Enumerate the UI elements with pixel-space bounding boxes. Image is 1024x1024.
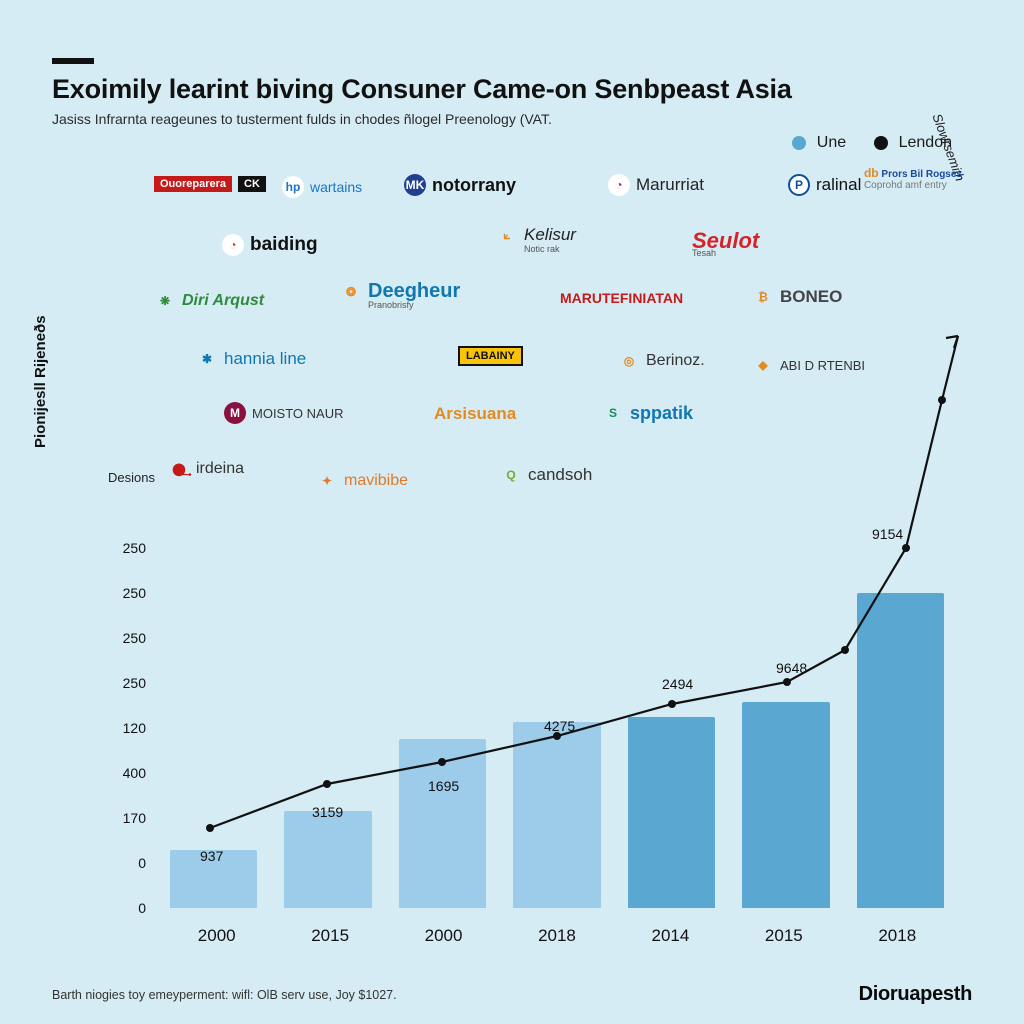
y-axis-label: Pionijesll Rijeneðs (32, 315, 49, 448)
legend-dot-une (792, 136, 806, 150)
y-tick: 170 (96, 810, 146, 826)
logo-icon: P (788, 174, 810, 196)
y-tick: 400 (96, 765, 146, 781)
infographic-page: Exoimily learint biving Consuner Came-on… (0, 0, 1024, 1024)
x-axis: 2000201520002018201420152018 (152, 926, 962, 946)
logo-text: baiding (250, 234, 318, 256)
logo-text: notorrany (432, 175, 516, 196)
y-axis-sublabel: Desions (108, 470, 155, 485)
y-tick: 250 (96, 630, 146, 646)
footer-note: Barth niogies toy emeyperment: wifl: OlB… (52, 988, 397, 1002)
logo-text: ralinal (816, 175, 861, 195)
brand-logo: MK notorrany (404, 174, 516, 196)
mini-logo-line2: Coprohd amf entry (864, 180, 947, 191)
logo-subtext: Notic rak (524, 244, 560, 254)
chart-area: Pionijesll Rijeneðs Desions OuorepareraC… (52, 168, 972, 964)
x-tick: 2018 (500, 926, 613, 946)
legend-dot-lendon (874, 136, 888, 150)
brand-logo: Pralinal (788, 174, 861, 196)
logo-icon: ◔ (608, 174, 630, 196)
page-subtitle: Jasiss Infrarnta reageunes to tusterment… (52, 111, 972, 127)
brand-logo: Ouoreparera CK (154, 176, 266, 192)
logo-badge-sub: CK (238, 176, 266, 192)
x-tick: 2000 (160, 926, 273, 946)
x-tick: 2015 (727, 926, 840, 946)
title-accent-bar (52, 58, 94, 64)
y-tick: 0 (96, 855, 146, 871)
y-tick: 250 (96, 675, 146, 691)
data-point-label: 937 (200, 848, 223, 864)
brand-logo: ◔ baiding (222, 234, 318, 256)
logo-subtext: Tesah (692, 248, 716, 258)
y-axis-ticks: 25025025025012040017000 (96, 548, 146, 908)
data-point-label: 3159 (312, 804, 343, 820)
brand-logo: hp wartains (282, 176, 362, 198)
brand-mark: Dioruapesth (859, 983, 972, 1006)
plot-region: Ouoreparera CK hp wartains MK notorrany ◔ Marur… (152, 168, 962, 908)
mini-logo-line1: Prors Bil Rogses (881, 169, 962, 180)
x-tick: 2014 (614, 926, 727, 946)
x-tick: 2015 (273, 926, 386, 946)
legend-item-une: Une (792, 134, 846, 152)
x-tick: 2000 (387, 926, 500, 946)
logo-text: wartains (310, 179, 362, 195)
mini-logo-prefix: db (864, 166, 879, 180)
logo-icon: ◔ (222, 234, 244, 256)
brand-logo: ⟀KelisurNotic rak (496, 224, 576, 246)
data-point-label: 9154 (872, 526, 903, 542)
data-point-label: 1695 (428, 778, 459, 794)
logo-icon: ⟀ (496, 224, 518, 246)
data-point-label: 9648 (776, 660, 807, 676)
page-title: Exoimily learint biving Consuner Came-on… (52, 74, 972, 105)
logo-icon: MK (404, 174, 426, 196)
data-point-label: 2494 (662, 676, 693, 692)
logo-badge: Ouoreparera (154, 176, 232, 192)
brand-logo: ◔ Marurriat (608, 174, 704, 196)
x-tick: 2018 (841, 926, 954, 946)
logo-text: Kelisur (524, 225, 576, 245)
logo-icon: hp (282, 176, 304, 198)
y-tick: 120 (96, 720, 146, 736)
point-labels: 937 3159 1695 4275 2494 9648 9154 (152, 288, 962, 908)
data-point-label: 4275 (544, 718, 575, 734)
chart-legend: Une Lendon (792, 134, 952, 152)
y-tick: 250 (96, 585, 146, 601)
legend-label-une: Une (817, 134, 846, 151)
top-right-mini-logo: db Prors Bil Rogses Coprohd amf entry (864, 166, 962, 191)
y-tick: 250 (96, 540, 146, 556)
brand-logo: SeulotTesah (692, 228, 759, 254)
y-tick: 0 (96, 900, 146, 916)
logo-text: Marurriat (636, 175, 704, 195)
